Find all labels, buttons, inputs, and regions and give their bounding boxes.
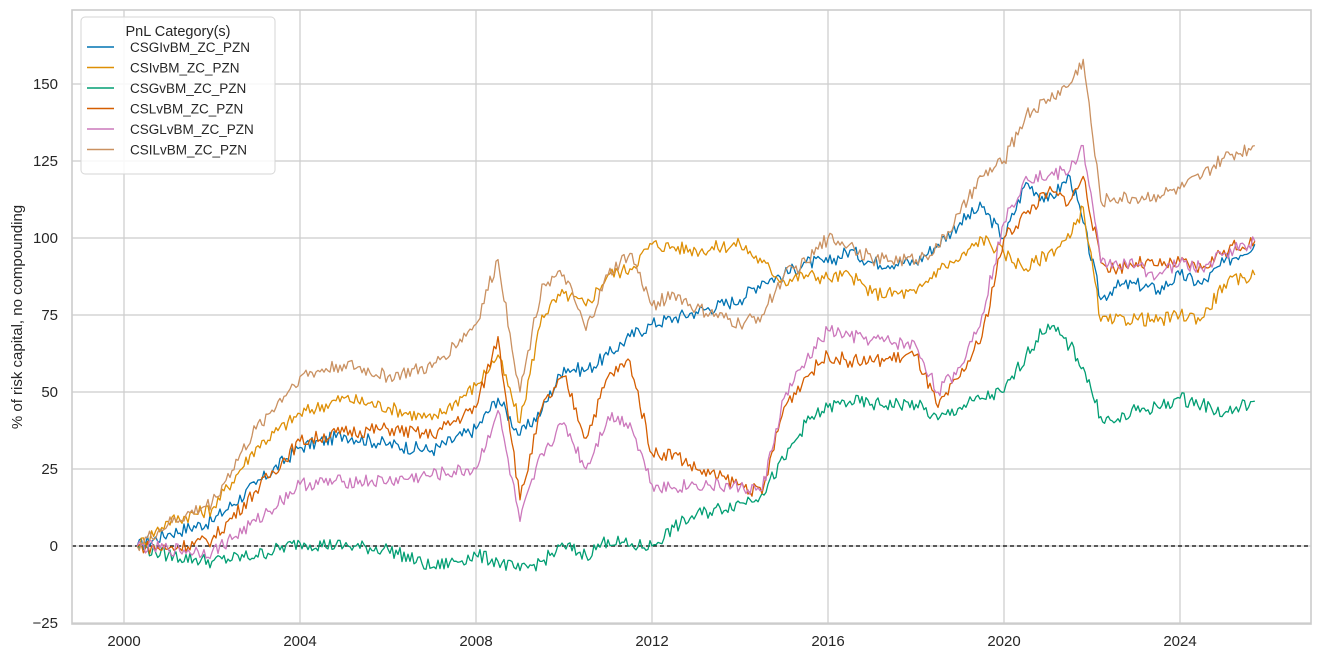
legend-item-label: CSGvBM_ZC_PZN bbox=[130, 81, 246, 96]
legend-box bbox=[80, 16, 276, 175]
y-tick-label: 0 bbox=[50, 538, 58, 555]
y-tick-label: 25 bbox=[41, 461, 58, 478]
series-line-csgvbm-zc-pzn bbox=[136, 323, 1255, 572]
x-tick-label: 2016 bbox=[811, 633, 844, 650]
x-tick-label: 2000 bbox=[107, 633, 140, 650]
y-tick-label: −25 bbox=[33, 615, 58, 632]
legend-title: PnL Category(s) bbox=[125, 24, 230, 40]
series-line-csglvbm-zc-pzn bbox=[136, 144, 1256, 560]
x-tick-label: 2024 bbox=[1163, 633, 1196, 650]
legend-item-label: CSLvBM_ZC_PZN bbox=[130, 102, 243, 117]
series-line-csgivbm-zc-pzn bbox=[136, 173, 1256, 551]
legend-item-label: CSILvBM_ZC_PZN bbox=[130, 143, 247, 158]
x-tick-label: 2012 bbox=[635, 633, 668, 650]
series-line-cslvbm-zc-pzn bbox=[136, 175, 1256, 555]
series-lines bbox=[136, 58, 1256, 572]
series-line-csivbm-zc-pzn bbox=[136, 205, 1256, 551]
y-axis-ticks: −25 0 25 50 75 100 125 150 bbox=[33, 76, 58, 632]
y-axis-label: % of risk capital, no compounding bbox=[9, 205, 26, 429]
gridlines bbox=[72, 10, 1311, 624]
x-tick-label: 2020 bbox=[987, 633, 1020, 650]
legend: PnL Category(s) CSGIvBM_ZC_PZN CSIvBM_ZC_… bbox=[80, 16, 276, 175]
y-tick-label: 125 bbox=[33, 153, 58, 170]
legend-item-label: CSGIvBM_ZC_PZN bbox=[130, 40, 250, 55]
legend-item-label: CSIvBM_ZC_PZN bbox=[130, 61, 240, 76]
y-tick-label: 50 bbox=[41, 384, 58, 401]
y-tick-label: 100 bbox=[33, 230, 58, 247]
series-line-csilvbm-zc-pzn bbox=[136, 58, 1255, 552]
y-tick-label: 75 bbox=[41, 307, 58, 324]
x-axis-ticks: 2000 2004 2008 2012 2016 2020 2024 bbox=[107, 633, 1196, 650]
legend-item-label: CSGLvBM_ZC_PZN bbox=[130, 122, 254, 137]
x-tick-label: 2008 bbox=[459, 633, 492, 650]
plot-frame bbox=[71, 9, 1312, 625]
y-tick-label: 150 bbox=[33, 76, 58, 93]
x-tick-label: 2004 bbox=[283, 633, 316, 650]
